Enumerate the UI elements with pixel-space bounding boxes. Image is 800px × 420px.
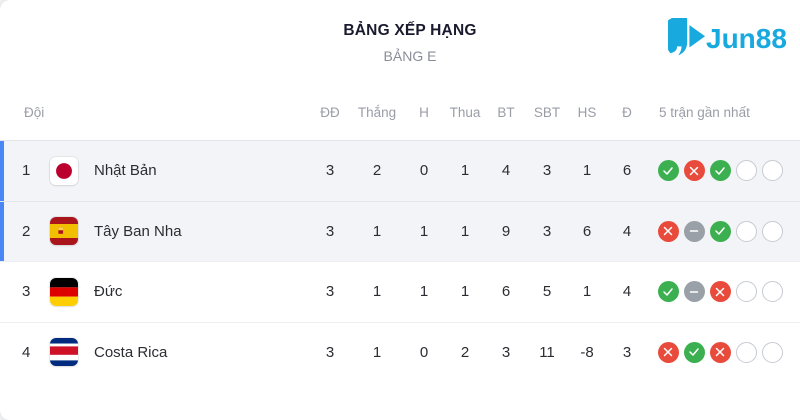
svg-text:Jun88: Jun88 bbox=[706, 23, 787, 54]
